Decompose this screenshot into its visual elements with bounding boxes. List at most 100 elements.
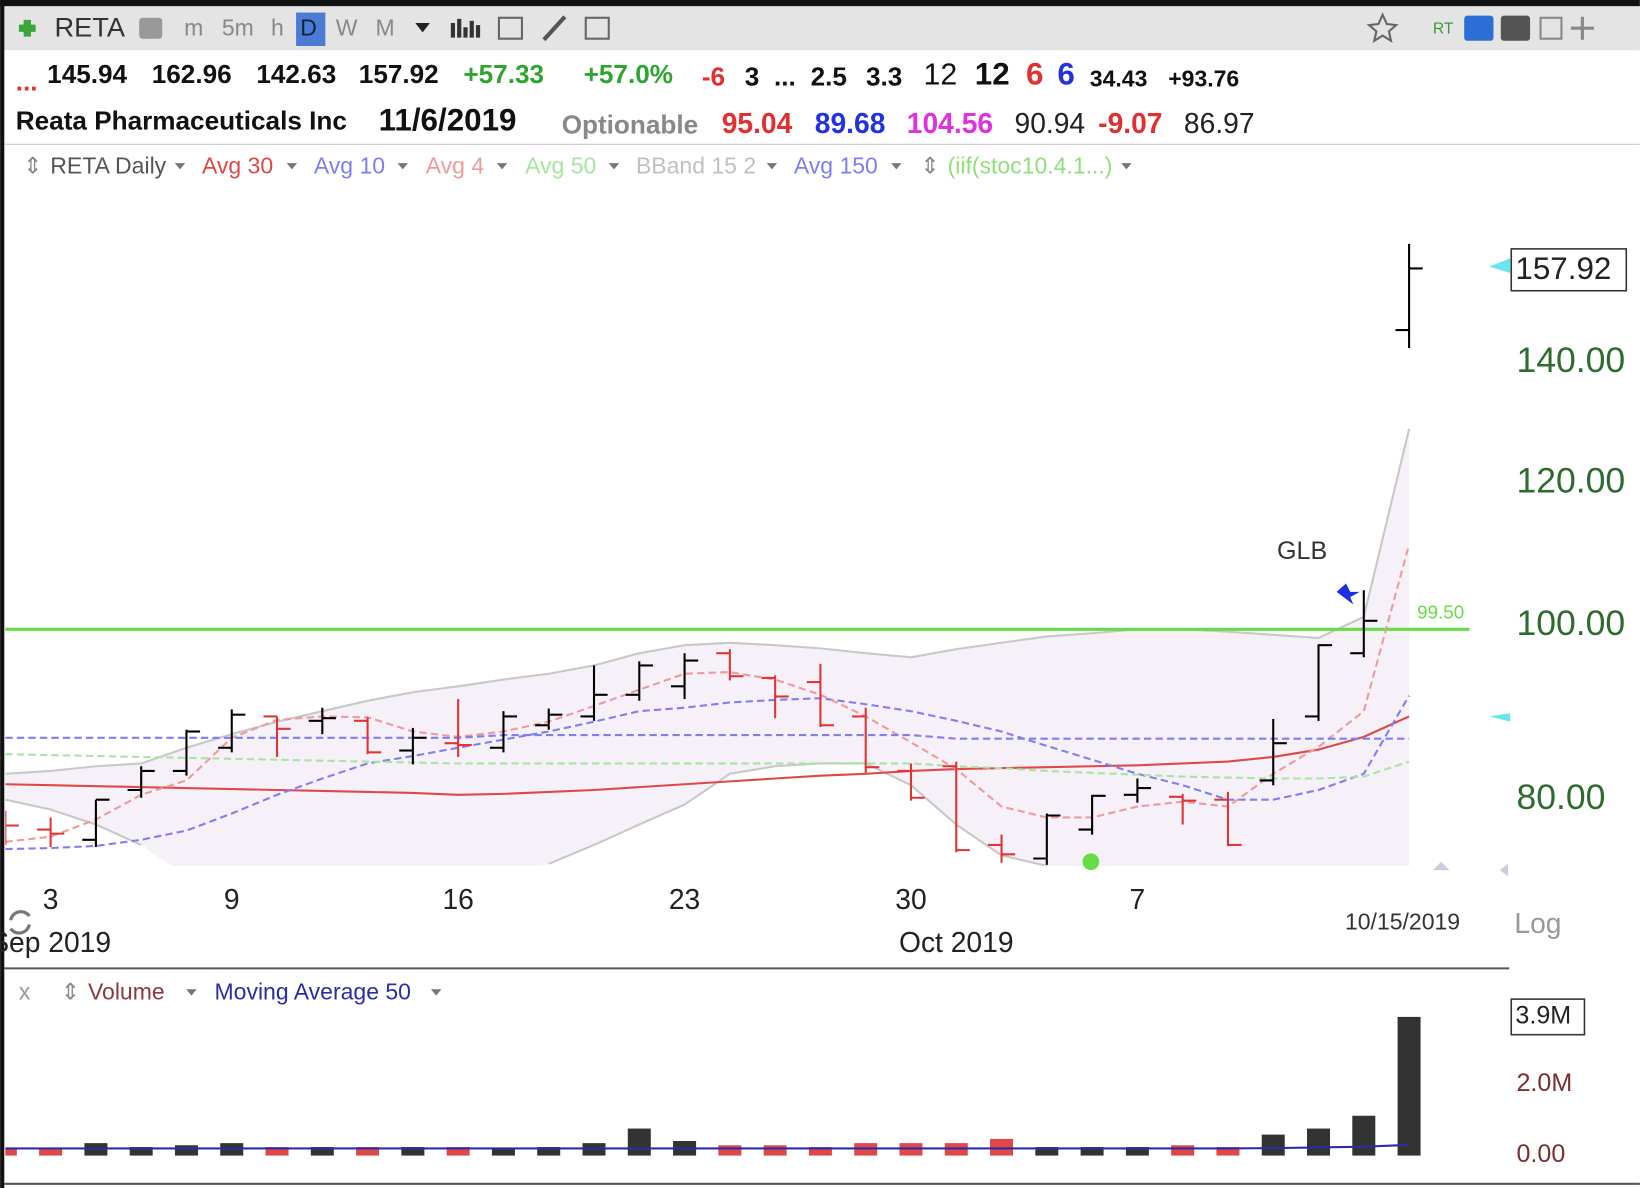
volume-bar: [1352, 1115, 1376, 1156]
y-tick-label: 100.00: [1516, 603, 1625, 643]
sort-icon[interactable]: ⇕: [920, 152, 939, 178]
date: 11/6/2019: [379, 103, 517, 138]
close-button[interactable]: x: [19, 979, 31, 1005]
add-icon[interactable]: [18, 19, 36, 37]
volume-bar: [1080, 1147, 1104, 1156]
icon[interactable]: [139, 17, 163, 39]
scroll-icons[interactable]: [1432, 861, 1509, 877]
move-icon[interactable]: [1570, 16, 1594, 40]
volume-bar: [491, 1149, 515, 1156]
volume-bar: [1035, 1147, 1059, 1156]
legend-entry[interactable]: Volume: [88, 979, 165, 1005]
optionable: Optionable: [562, 109, 698, 139]
quote: 3.3: [866, 61, 902, 91]
icon[interactable]: [1464, 15, 1494, 41]
volume-bar: [1261, 1134, 1285, 1156]
quote: 12: [924, 58, 958, 91]
x-tick-label: 3: [43, 883, 59, 915]
month-label: Oct 2019: [899, 926, 1014, 958]
moving-average: [5, 753, 1410, 780]
volume-bar: [356, 1147, 380, 1156]
quote: 6: [1057, 57, 1074, 92]
y-tick-label: 80.00: [1516, 777, 1605, 817]
legend-entry[interactable]: Avg 150: [794, 152, 878, 178]
star-icon[interactable]: [1366, 12, 1399, 43]
volume-bar: [1216, 1147, 1240, 1156]
band-fill: [5, 428, 1410, 866]
refresh-icon[interactable]: [9, 910, 31, 935]
dropdown[interactable]: [415, 23, 430, 33]
volume-tick-label: 0.00: [1516, 1140, 1565, 1168]
legend-entry[interactable]: Moving Average 50: [214, 979, 411, 1005]
info-value: 104.56: [907, 107, 993, 139]
volume-bar: [808, 1147, 832, 1156]
legend-entry[interactable]: (iif(stoc10.4.1...): [948, 152, 1113, 178]
annotation-arrow: [1336, 583, 1360, 605]
volume-bar: [718, 1145, 742, 1156]
volume-bar: [174, 1145, 198, 1156]
realtime[interactable]: RT: [1433, 20, 1454, 37]
bar-icon[interactable]: [450, 18, 481, 38]
symbol[interactable]: RETA: [54, 11, 125, 42]
legend-entry[interactable]: Avg 50: [525, 152, 596, 178]
quote: 2.5: [811, 61, 847, 91]
info-value: 89.68: [815, 107, 886, 139]
legend-entry[interactable]: Avg 10: [314, 152, 385, 178]
legend-entry[interactable]: RETA Daily: [50, 152, 166, 178]
volume-bar: [446, 1147, 470, 1156]
interval[interactable]: W: [336, 14, 358, 40]
icon[interactable]: [1500, 15, 1531, 41]
interval[interactable]: 5m: [222, 14, 254, 40]
quote: 12: [975, 57, 1010, 92]
interval[interactable]: D: [300, 14, 317, 40]
volume-bar: [1397, 1016, 1421, 1156]
quote: +57.0%: [584, 59, 673, 89]
volume-bar: [990, 1138, 1014, 1156]
signal-dot: [1082, 853, 1100, 871]
legend-entry[interactable]: Avg 30: [202, 152, 273, 178]
left-border: [0, 0, 5, 1188]
interval[interactable]: h: [271, 14, 284, 40]
scale-label[interactable]: Log: [1514, 907, 1561, 939]
icon[interactable]: [497, 16, 524, 40]
sort-icon[interactable]: ⇕: [23, 152, 42, 178]
price-panel: [5, 243, 1470, 866]
last-date: 10/15/2019: [1345, 908, 1460, 934]
icon[interactable]: [1539, 16, 1563, 40]
interval-selected: [296, 12, 326, 47]
interval[interactable]: M: [376, 14, 395, 40]
quote: 6: [1026, 57, 1043, 92]
y-tick-label: 140.00: [1516, 340, 1625, 380]
volume-bar: [1307, 1128, 1331, 1156]
icon[interactable]: [584, 16, 610, 40]
volume-ma: [5, 1143, 1410, 1150]
sort-icon[interactable]: ⇕: [61, 979, 80, 1005]
volume-bar: [763, 1145, 787, 1156]
volume-bar: [537, 1147, 561, 1156]
volume-bar: [627, 1128, 651, 1156]
quote: 34.43: [1090, 66, 1148, 92]
moving-average: [5, 695, 1410, 851]
y-tick-label: 120.00: [1516, 460, 1625, 500]
volume-bar: [39, 1149, 63, 1156]
volume-bar: [401, 1147, 425, 1156]
legend-entry[interactable]: Avg 4: [426, 152, 485, 178]
volume-bar: [5, 1148, 17, 1156]
volume-bar: [265, 1147, 289, 1156]
info-value: 86.97: [1184, 107, 1255, 139]
volume-bar: [1125, 1147, 1149, 1156]
quote: +93.76: [1168, 66, 1239, 92]
x-tick-label: 30: [895, 883, 926, 915]
volume-tick-label: 2.0M: [1516, 1069, 1572, 1097]
legend-entry[interactable]: BBand 15 2: [636, 152, 756, 178]
legend-dropdowns[interactable]: [174, 163, 1132, 170]
volume-last-box: [1510, 998, 1586, 1036]
quote: 162.96: [152, 59, 232, 89]
last-price-box: [1510, 248, 1628, 292]
info-value: 90.94: [1015, 107, 1086, 139]
axis-marker: [1489, 713, 1511, 722]
interval[interactable]: m: [184, 14, 203, 40]
draw-icon[interactable]: [542, 15, 567, 42]
quote: ...: [16, 67, 38, 97]
